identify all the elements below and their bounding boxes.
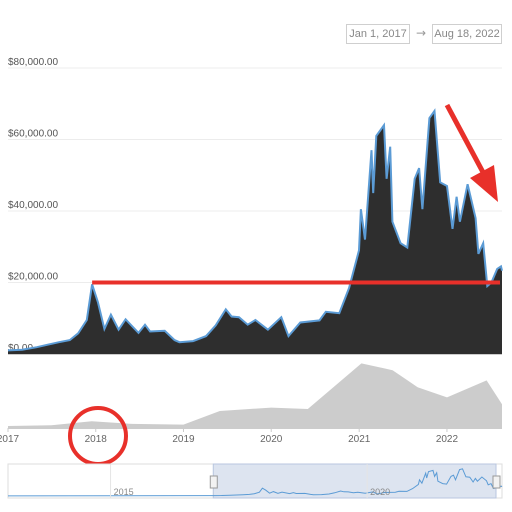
- price-area[interactable]: [8, 110, 502, 355]
- range-arrow-icon: →: [415, 26, 427, 40]
- y-tick-label: $60,000.00: [8, 129, 58, 140]
- navigator-line: [7, 468, 503, 497]
- navigator-tick-label: 2020: [370, 487, 390, 497]
- x-axis-labels: 2017 2018 2019 2020 2021 2022: [0, 428, 459, 445]
- x-tick-label: 2017: [0, 434, 20, 445]
- volume-area: [8, 363, 502, 429]
- navigator-handle-left[interactable]: [209, 475, 218, 489]
- arrow-shaft: [444, 103, 488, 178]
- x-tick-label: 2022: [436, 434, 459, 445]
- y-axis-labels: $0.00 $20,000.00 $40,000.00 $60,000.00 $80,0…: [8, 57, 58, 354]
- navigator-handle-right[interactable]: [492, 475, 501, 489]
- x-tick-label: 2019: [172, 434, 195, 445]
- navigator[interactable]: 2015 2020: [7, 463, 503, 499]
- y-tick-label: $20,000.00: [8, 272, 58, 283]
- price-line[interactable]: [7, 108, 503, 352]
- date-range-from-input[interactable]: Jan 1, 2017: [346, 24, 410, 44]
- x-tick-label: 2018: [85, 434, 108, 445]
- x-tick-label: 2020: [260, 434, 283, 445]
- date-range-to-input[interactable]: Aug 18, 2022: [432, 24, 502, 44]
- navigator-tick-label: 2015: [114, 487, 134, 497]
- arrow-head: [470, 165, 498, 202]
- y-tick-label: $0.00: [8, 343, 33, 354]
- y-tick-label: $40,000.00: [8, 200, 58, 211]
- x-tick-label: 2021: [348, 434, 371, 445]
- y-tick-label: $80,000.00: [8, 57, 58, 68]
- volume-area-path: [8, 363, 502, 428]
